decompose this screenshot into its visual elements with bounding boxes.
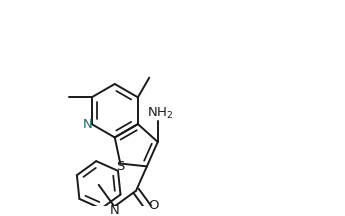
Text: O: O bbox=[148, 199, 158, 212]
Text: NH$_2$: NH$_2$ bbox=[147, 106, 174, 121]
Text: N: N bbox=[109, 204, 119, 216]
Text: S: S bbox=[116, 160, 125, 173]
Text: N: N bbox=[83, 118, 93, 130]
